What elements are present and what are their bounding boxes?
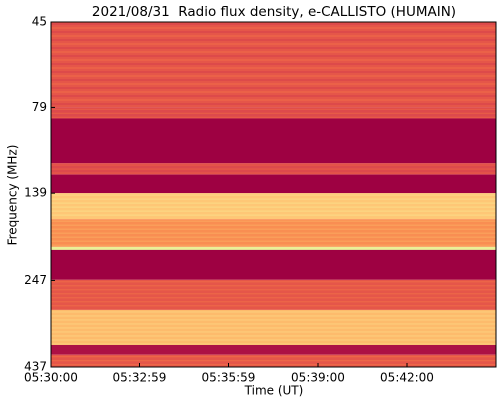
chart-title: 2021/08/31 Radio flux density, e-CALLIST… <box>92 4 456 20</box>
spectrum-band <box>51 174 496 194</box>
y-tick-label: 79 <box>32 100 47 114</box>
x-tick-label: 05:42:00 <box>380 371 434 385</box>
y-tick-label: 437 <box>24 360 47 374</box>
x-axis-label: Time (UT) <box>244 384 304 398</box>
spectrum-band <box>51 344 496 355</box>
x-tick-label: 05:35:59 <box>202 371 256 385</box>
spectrum-band <box>51 22 496 108</box>
spectrum-band <box>51 279 496 310</box>
y-tick-label: 139 <box>24 186 47 200</box>
y-tick-label: 247 <box>24 273 47 287</box>
x-tick-label: 05:32:59 <box>113 371 167 385</box>
y-axis-label: Frequency (MHz) <box>6 145 20 246</box>
spectrum-band <box>51 118 496 164</box>
spectrum-band <box>51 249 496 280</box>
x-tick-label: 05:39:00 <box>291 371 345 385</box>
plot-frame <box>50 21 497 368</box>
y-tick-label: 45 <box>32 15 47 29</box>
x-tick-label: 05:30:00 <box>24 371 78 385</box>
